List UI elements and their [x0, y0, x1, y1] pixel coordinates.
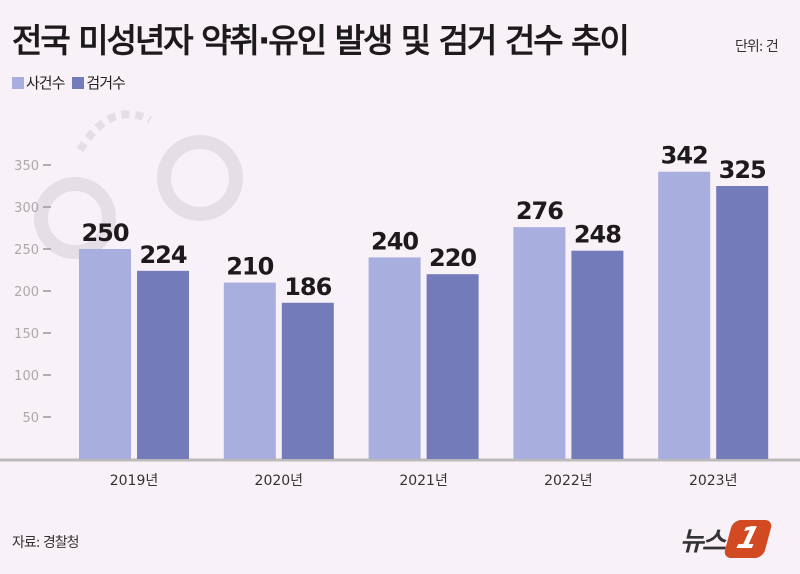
data-label: 276: [516, 197, 563, 225]
y-tick-label: 200: [14, 285, 39, 300]
data-label: 220: [429, 244, 476, 272]
legend-swatch: [72, 77, 85, 89]
data-label: 248: [574, 221, 621, 249]
y-tick-label: 150: [14, 327, 39, 342]
chart-title: 전국 미성년자 약취·유인 발생 및 검거 건수 추이: [12, 21, 630, 60]
y-tick-label: 250: [14, 243, 39, 258]
x-tick-label: 2021년: [399, 473, 448, 489]
data-label: 210: [226, 253, 273, 281]
bar-2022년-사건수: [513, 227, 566, 459]
y-tick-label: 50: [22, 411, 39, 426]
legend: 사건수 검거수: [12, 72, 126, 93]
bar-2019년-사건수: [79, 249, 131, 459]
y-tick-label: 300: [14, 201, 39, 216]
x-tick-label: 2020년: [255, 473, 304, 489]
y-tick-label: 350: [14, 159, 39, 174]
bar-2021년-사건수: [368, 257, 421, 459]
legend-item-series2: 검거수: [72, 72, 126, 93]
data-label: 224: [139, 241, 186, 269]
data-label: 186: [284, 273, 331, 301]
legend-item-series1: 사건수: [12, 72, 65, 93]
bar-2023년-검거수: [716, 186, 769, 459]
handcuffs-decoration: [34, 110, 243, 259]
legend-swatch: [12, 77, 24, 89]
bar-2020년-사건수: [223, 282, 276, 459]
data-label: 325: [719, 156, 766, 184]
x-tick-label: 2019년: [110, 473, 159, 489]
bar-2020년-검거수: [281, 302, 334, 459]
unit-label: 단위: 건: [735, 39, 779, 55]
logo-mark: 1: [722, 520, 773, 558]
bar-2019년-검거수: [137, 270, 189, 459]
data-label: 342: [661, 142, 708, 170]
legend-label: 사건수: [26, 74, 65, 92]
legend-label: 검거수: [86, 74, 125, 92]
bar-2022년-검거수: [571, 250, 624, 459]
bar-2021년-검거수: [426, 274, 479, 459]
y-tick-label: 100: [14, 369, 39, 384]
source-note: 자료: 경찰청: [12, 535, 80, 551]
x-tick-label: 2022년: [544, 473, 593, 489]
bar-2023년-사건수: [658, 171, 711, 459]
data-label: 240: [371, 227, 418, 255]
news1-logo: 뉴스 1: [680, 520, 773, 558]
x-tick-label: 2023년: [689, 473, 738, 489]
data-label: 250: [81, 219, 128, 247]
logo-text: 뉴스: [680, 526, 726, 557]
